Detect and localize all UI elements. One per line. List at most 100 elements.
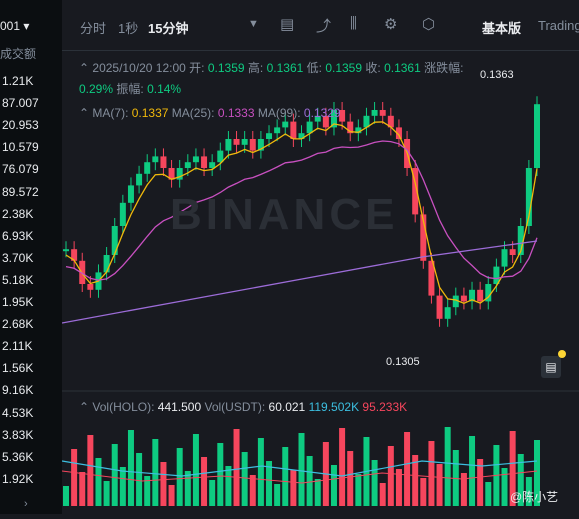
volume-bar [168, 485, 175, 506]
orderbook-row: 1.95K [2, 295, 34, 309]
volume-bar [509, 431, 516, 506]
ma7-label: MA(7): [92, 106, 129, 120]
volume-bar [160, 462, 167, 506]
candle-body [241, 139, 248, 145]
volume-bar [525, 477, 532, 506]
candle-body [517, 226, 524, 255]
orderbook-panel: 001 ▾ 成交额 1.21K 87.007 20.953 10.579 76.079 8… [0, 0, 52, 514]
ma99-line [61, 240, 538, 324]
candle-body [306, 121, 313, 134]
vol-holo-label: Vol(HOLO): [92, 400, 155, 414]
chevron-right-icon[interactable]: › [24, 498, 28, 510]
candle-body [501, 249, 508, 267]
collapse-icon[interactable]: ⌃ [79, 61, 90, 75]
candle-body [103, 255, 110, 273]
hex-icon[interactable]: ⬡ [422, 16, 436, 33]
candle-body [395, 127, 402, 139]
orderbook-row: 4.53K [2, 405, 34, 420]
collapse-icon[interactable]: ⌃ [79, 106, 90, 120]
candle-body [347, 121, 354, 134]
candle-body [87, 284, 94, 290]
candle-body [339, 110, 346, 122]
candle-body [485, 284, 492, 302]
candle-body [144, 162, 151, 174]
notification-dot [558, 350, 566, 358]
volume-bar [355, 474, 362, 506]
candle-body [184, 162, 191, 168]
vol-ma2-value: 95.233K [362, 400, 408, 414]
candle-body [452, 295, 459, 308]
volume-bar [176, 448, 183, 506]
volume-bar [209, 480, 216, 506]
collapse-icon[interactable]: ⌃ [79, 400, 90, 414]
volume-bar [501, 468, 508, 506]
candle-body [322, 115, 329, 128]
tradingview-tab[interactable]: Trading [538, 18, 579, 33]
candle-body [63, 249, 69, 252]
candle-style-icon[interactable]: ⫼ [350, 15, 357, 32]
orderbook-row: 10.579 [2, 140, 39, 155]
tab-15m[interactable]: 15分钟 [148, 21, 189, 36]
volume-bar [314, 479, 321, 506]
volume-ma-line [61, 460, 538, 477]
ma-info: ⌃ MA(7): 0.1337 MA(25): 0.1333 MA(99): 0… [79, 106, 341, 120]
volume-bar [460, 473, 467, 506]
volume-bar [144, 476, 151, 506]
candle-body [460, 295, 467, 302]
orderbook-row: 1.92K [2, 471, 34, 486]
tab-timeline[interactable]: 分时 [80, 21, 107, 36]
amplitude-label: 振幅: [116, 82, 144, 96]
volume-bar [404, 432, 411, 506]
candle-body [428, 260, 435, 296]
volume-info: ⌃ Vol(HOLO): 441.500 Vol(USDT): 60.021 1… [79, 400, 407, 414]
candle-body [355, 127, 362, 134]
candle-body [209, 162, 216, 168]
orderbook-row: 5.18K [2, 272, 34, 287]
volume-bar [477, 459, 484, 506]
chart-toolbar: 分时 1秒 15分钟 ▼ ▤ ⤴ ⫼ ⚙ ⬡ 基本版 Trading [62, 0, 579, 51]
indicator-icon[interactable]: ⤴ [316, 18, 332, 35]
orderbook-row: 1.56K [2, 361, 34, 376]
volume-bar [274, 484, 281, 506]
orderbook-header-value[interactable]: 001 ▾ [0, 19, 30, 33]
open-value: 0.1359 [207, 61, 245, 75]
basic-view-tab[interactable]: 基本版 [482, 21, 522, 36]
candle-body [290, 121, 297, 139]
volume-bar [127, 430, 134, 506]
volume-bar [241, 452, 248, 506]
chevron-down-icon[interactable]: ▼ [248, 18, 259, 30]
calendar-icon[interactable]: ▤ [280, 16, 295, 33]
orderbook-row: 1.21K [2, 74, 34, 88]
settings-icon[interactable]: ⚙ [384, 16, 398, 33]
candle-body [436, 295, 443, 319]
volume-bar [534, 440, 540, 506]
candle-body [176, 168, 183, 180]
volume-bar [184, 471, 191, 506]
open-label: 开: [189, 61, 205, 75]
orderbook-row: 3.83K [2, 427, 34, 442]
ma7-line [65, 121, 538, 305]
volume-bar [152, 439, 159, 506]
volume-bar [79, 472, 86, 506]
candle-body [152, 156, 159, 163]
ma7-value: 0.1337 [131, 106, 169, 120]
kline-svg [61, 96, 579, 506]
candle-body [160, 156, 167, 168]
orderbook-row: 89.572 [2, 184, 39, 199]
volume-bar [266, 461, 273, 506]
candle-body [127, 185, 134, 203]
orderbook-row: 6.93K [2, 228, 34, 243]
candle-body [469, 289, 476, 302]
candle-body [266, 133, 273, 139]
volume-bar [339, 428, 346, 506]
kline-chart[interactable] [61, 51, 579, 514]
amplitude-value: 0.14% [147, 82, 182, 96]
note-icon[interactable]: ▤ [541, 356, 561, 378]
candle-body [420, 214, 427, 261]
candle-body [298, 133, 305, 139]
volume-bar [371, 460, 378, 506]
tab-1s[interactable]: 1秒 [118, 21, 139, 36]
candle-body [525, 168, 532, 226]
volume-ma2-line [61, 470, 538, 484]
low-value: 0.1359 [325, 61, 363, 75]
